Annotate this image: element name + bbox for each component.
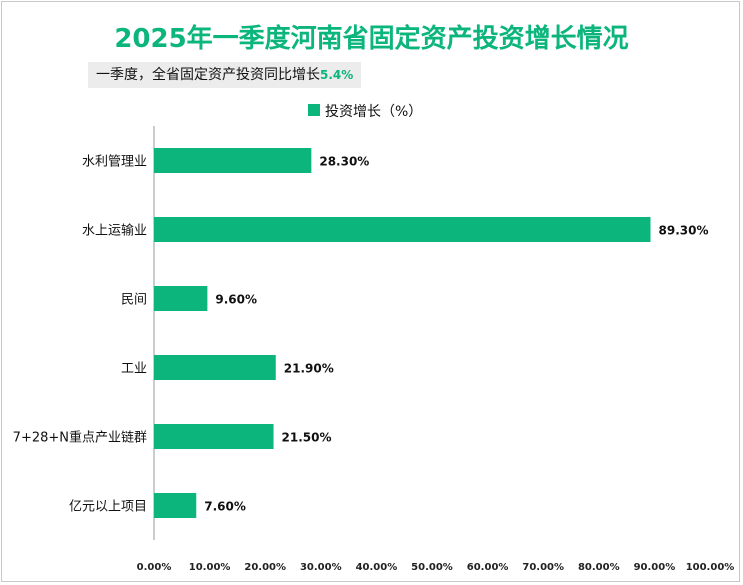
category-label: 水上运输业 [82, 223, 147, 239]
x-tick-label: 40.00% [356, 562, 398, 573]
chart-title: 2025年一季度河南省固定资产投资增长情况 [114, 24, 629, 54]
data-label: 89.30% [659, 224, 709, 238]
legend-label: 投资增长（%） [325, 104, 422, 120]
data-label: 21.50% [282, 431, 332, 445]
legend-swatch [308, 104, 320, 116]
x-tick-label: 100.00% [686, 562, 735, 573]
x-tick-label: 10.00% [189, 562, 231, 573]
data-label: 21.90% [284, 362, 334, 376]
bar [154, 424, 274, 449]
bar [154, 355, 276, 380]
x-tick-label: 90.00% [634, 562, 676, 573]
x-tick-label: 20.00% [244, 562, 286, 573]
data-label: 9.60% [215, 293, 257, 307]
subtitle-box: 一季度，全省固定资产投资同比增长5.4% [88, 62, 362, 88]
bar [154, 217, 651, 242]
bars [154, 148, 651, 518]
x-tick-labels: 0.00% 10.00% 20.00% 30.00% 40.00% 50.00% 60.00… [137, 562, 735, 573]
data-label: 28.30% [319, 155, 369, 169]
bar [154, 148, 312, 173]
bar [154, 286, 208, 311]
data-labels: 28.30% 89.30% 9.60% 21.90% 21.50% 7.60% [204, 155, 708, 514]
x-tick-label: 60.00% [467, 562, 509, 573]
category-label: 水利管理业 [82, 155, 147, 170]
x-tick-label: 0.00% [137, 562, 172, 573]
x-tick-label: 70.00% [522, 562, 564, 573]
category-label: 民间 [121, 293, 147, 308]
subtitle-highlight: 5.4% [320, 68, 354, 82]
category-label: 亿元以上项目 [69, 500, 147, 515]
bar [154, 493, 197, 518]
data-label: 7.60% [204, 500, 246, 514]
subtitle-text: 一季度，全省固定资产投资同比增长 [96, 67, 320, 83]
category-label: 7+28+N重点产业链群 [13, 430, 147, 446]
x-tick-label: 50.00% [411, 562, 453, 573]
x-tick-label: 30.00% [300, 562, 342, 573]
legend: 投资增长（%） [308, 104, 422, 120]
x-tick-label: 80.00% [578, 562, 620, 573]
category-label: 工业 [121, 362, 147, 377]
